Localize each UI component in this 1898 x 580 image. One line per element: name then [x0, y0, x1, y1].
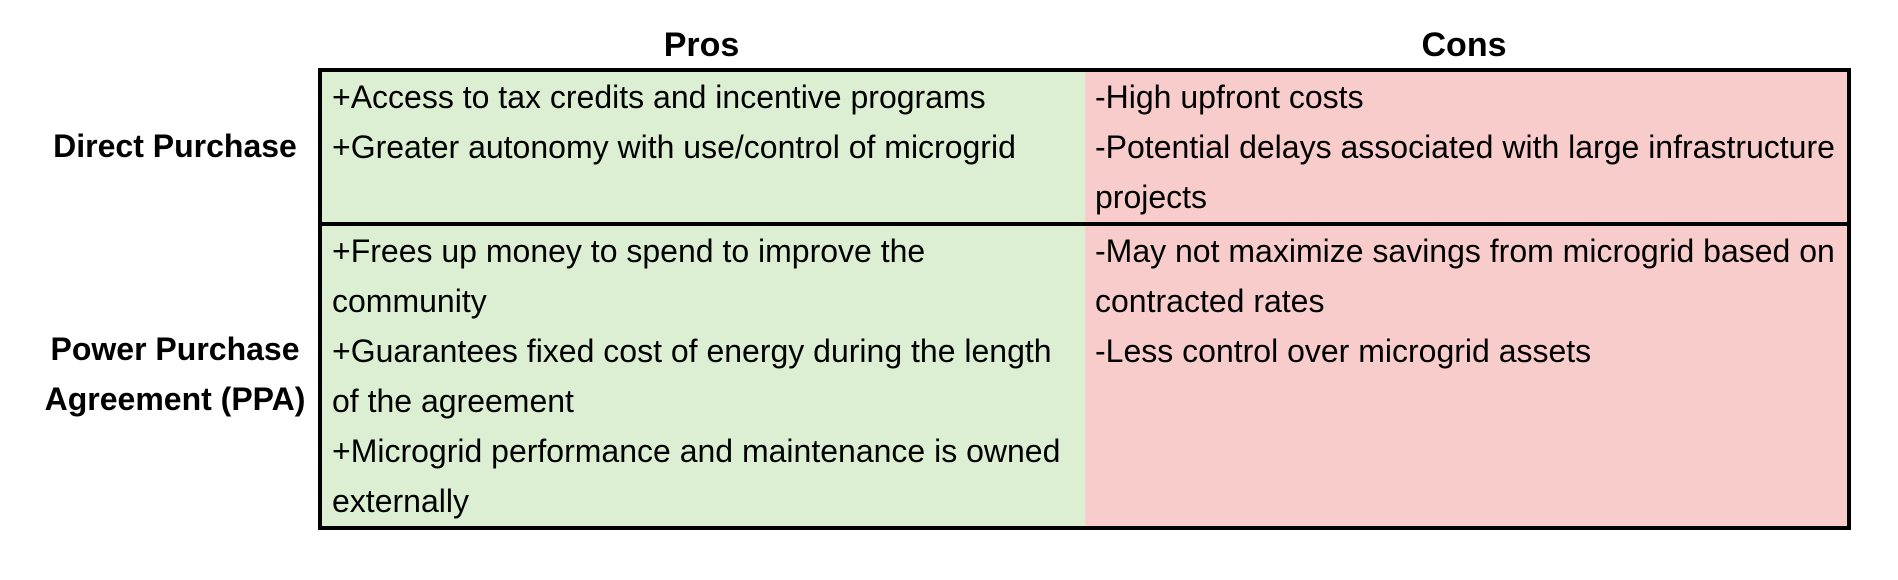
pros-cell-direct-purchase: +Access to tax credits and incentive pro… — [322, 72, 1085, 222]
row-label-ppa: Power Purchase Agreement (PPA) — [44, 331, 306, 417]
pro-item: +Microgrid performance and maintenance i… — [332, 433, 1061, 519]
cons-cell-ppa: -May not maximize savings from microgrid… — [1085, 226, 1847, 526]
pros-cons-table: +Access to tax credits and incentive pro… — [318, 68, 1851, 530]
pro-item: +Access to tax credits and incentive pro… — [332, 79, 986, 115]
cons-cell-direct-purchase: -High upfront costs -Potential delays as… — [1085, 72, 1847, 222]
table-row-ppa: +Frees up money to spend to improve the … — [322, 226, 1847, 526]
pros-column-header: Pros — [663, 26, 740, 64]
pro-item: +Greater autonomy with use/control of mi… — [332, 129, 1016, 165]
pro-item: +Guarantees fixed cost of energy during … — [332, 333, 1052, 419]
con-item: -Potential delays associated with large … — [1095, 129, 1835, 215]
cons-column-header: Cons — [1421, 26, 1507, 64]
table-row-direct-purchase: +Access to tax credits and incentive pro… — [322, 72, 1847, 226]
pro-item: +Frees up money to spend to improve the … — [332, 233, 926, 319]
con-item: -May not maximize savings from microgrid… — [1095, 233, 1835, 319]
con-item: -Less control over microgrid assets — [1095, 333, 1592, 369]
pros-cell-ppa: +Frees up money to spend to improve the … — [322, 226, 1085, 526]
con-item: -High upfront costs — [1095, 79, 1364, 115]
row-label-direct-purchase: Direct Purchase — [53, 128, 297, 164]
